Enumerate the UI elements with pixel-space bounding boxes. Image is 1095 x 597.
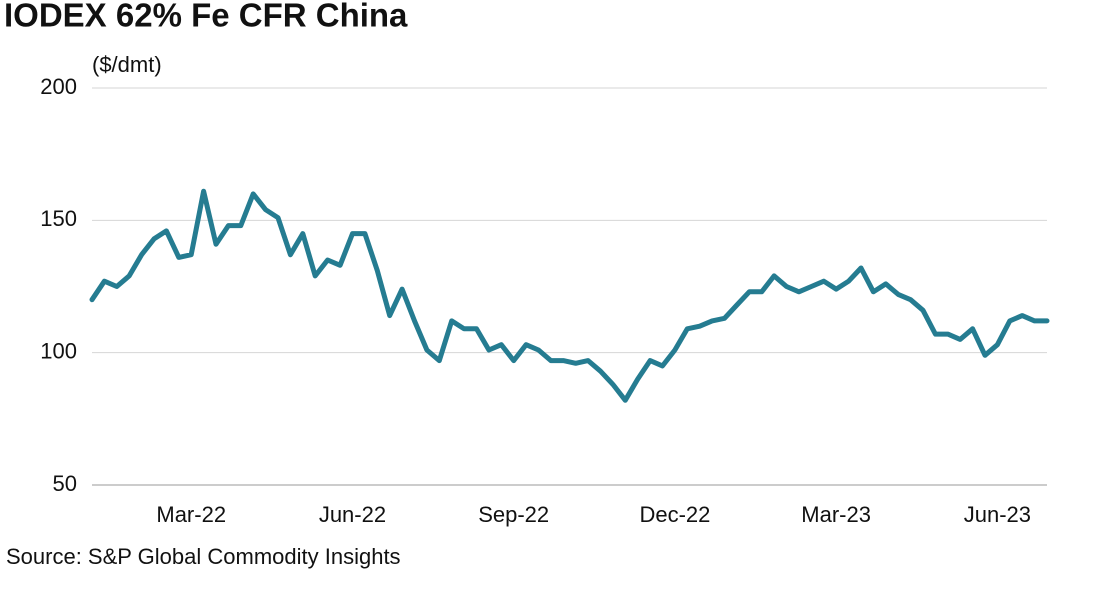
y-tick-label: 100: [40, 338, 77, 363]
source-note: Source: S&P Global Commodity Insights: [6, 544, 401, 569]
chart-title: IODEX 62% Fe CFR China: [4, 0, 408, 34]
x-tick-label: Dec-22: [639, 502, 710, 527]
y-tick-label: 200: [40, 74, 77, 99]
x-tick-label: Jun-23: [964, 502, 1031, 527]
y-axis-label: ($/dmt): [92, 52, 162, 77]
x-tick-label: Sep-22: [478, 502, 549, 527]
price-line: [89, 188, 1050, 403]
y-tick-label: 150: [40, 206, 77, 231]
y-tick-label: 50: [53, 471, 77, 496]
x-tick-label: Mar-22: [156, 502, 226, 527]
x-tick-label: Mar-23: [801, 502, 871, 527]
x-tick-label: Jun-22: [319, 502, 386, 527]
